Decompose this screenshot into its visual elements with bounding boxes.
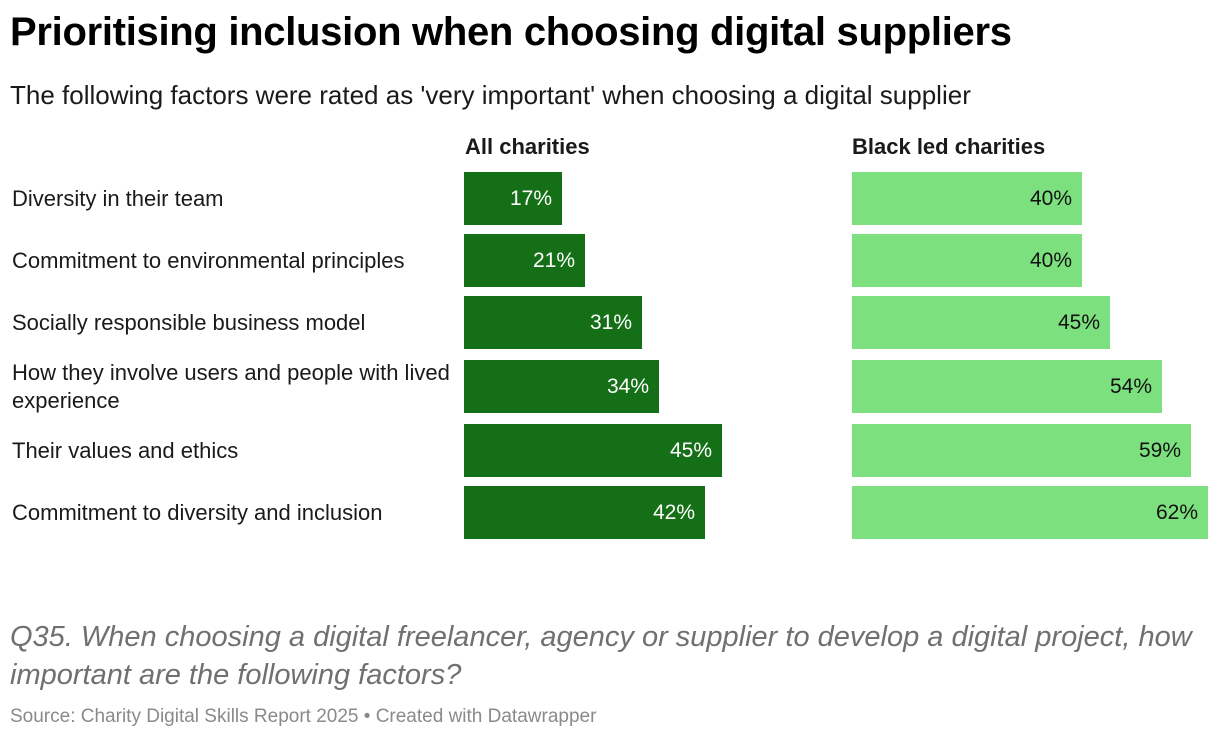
bar-black-led-charities: 54% xyxy=(852,360,1162,413)
category-label: Commitment to environmental principles xyxy=(12,247,405,273)
category-label: Diversity in their team xyxy=(12,185,224,211)
bar-value-label: 40% xyxy=(1029,186,1072,210)
bar-all-charities: 45% xyxy=(464,424,722,477)
bar-value-label: 40% xyxy=(1029,248,1072,272)
bar-value-label: 31% xyxy=(589,310,632,334)
source-credit: Source: Charity Digital Skills Report 20… xyxy=(10,706,597,727)
bar-value-label: 21% xyxy=(532,248,575,272)
category-label: Socially responsible business model xyxy=(12,309,366,335)
category-label: Commitment to diversity and inclusion xyxy=(12,499,383,525)
bar-value-label: 17% xyxy=(509,186,552,210)
bar-value-label: 45% xyxy=(669,438,712,462)
bar-all-charities: 21% xyxy=(464,234,585,287)
bar-all-charities: 34% xyxy=(464,360,659,413)
bar-all-charities: 17% xyxy=(464,172,562,225)
bar-value-label: 42% xyxy=(652,500,695,524)
bar-value-label: 54% xyxy=(1109,374,1152,398)
bar-black-led-charities: 40% xyxy=(852,172,1082,225)
bar-value-label: 34% xyxy=(606,374,649,398)
category-label: Their values and ethics xyxy=(12,437,239,463)
category-label: How they involve users and people with l… xyxy=(12,359,450,413)
column-header-all-charities: All charities xyxy=(465,134,590,159)
bar-value-label: 45% xyxy=(1057,310,1100,334)
bar-black-led-charities: 62% xyxy=(852,486,1208,539)
chart-title: Prioritising inclusion when choosing dig… xyxy=(10,10,1012,54)
chart-subtitle: The following factors were rated as 'ver… xyxy=(10,80,971,110)
bar-black-led-charities: 40% xyxy=(852,234,1082,287)
column-header-black-led-charities: Black led charities xyxy=(852,134,1046,159)
bar-value-label: 59% xyxy=(1138,438,1181,462)
bar-black-led-charities: 45% xyxy=(852,296,1110,349)
bar-all-charities: 42% xyxy=(464,486,705,539)
survey-question-note: Q35. When choosing a digital freelancer,… xyxy=(10,621,1192,691)
bar-black-led-charities: 59% xyxy=(852,424,1191,477)
bar-value-label: 62% xyxy=(1155,500,1198,524)
bar-all-charities: 31% xyxy=(464,296,642,349)
